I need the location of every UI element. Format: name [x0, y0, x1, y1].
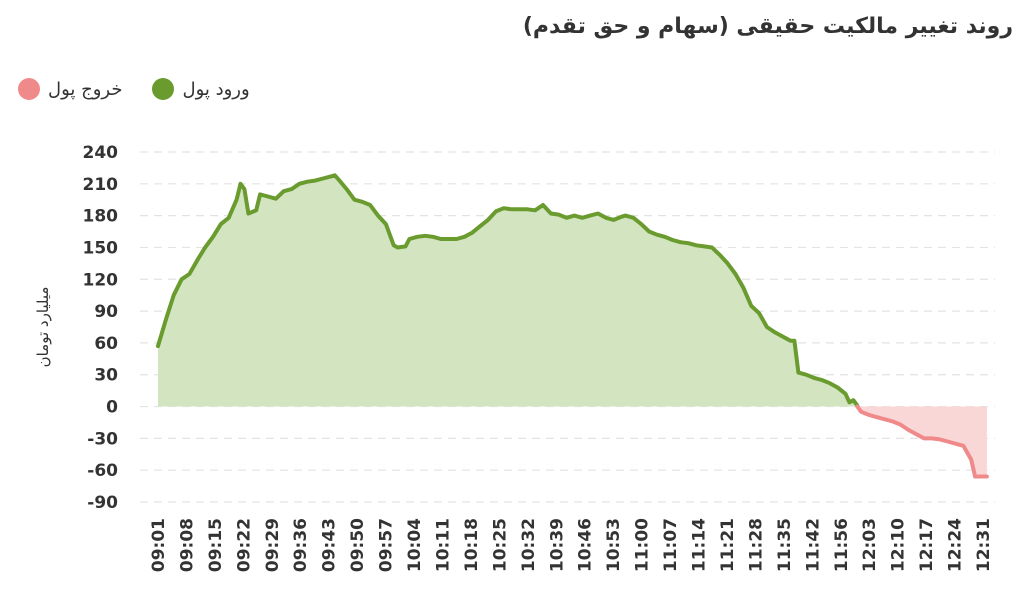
legend: خروج پول ورود پول	[18, 78, 250, 100]
x-tick-label: 10:39	[547, 518, 567, 572]
x-tick-label: 12:17	[917, 518, 937, 572]
y-tick-label: 0	[106, 398, 118, 418]
x-tick-label: 11:56	[832, 518, 852, 572]
x-tick-label: 09:15	[206, 518, 226, 572]
x-tick-label: 11:21	[718, 518, 738, 572]
legend-outflow-dot	[18, 78, 40, 100]
x-tick-label: 11:14	[690, 518, 710, 572]
y-tick-label: 150	[83, 238, 119, 258]
x-tick-label: 09:36	[291, 518, 311, 572]
y-tick-label: 240	[83, 143, 119, 163]
x-tick-label: 10:18	[462, 518, 482, 572]
x-tick-label: 12:31	[974, 518, 994, 572]
x-tick-label: 10:04	[405, 518, 425, 572]
x-tick-label: 09:22	[234, 518, 254, 572]
legend-inflow-dot	[152, 78, 175, 100]
y-tick-label: -30	[87, 429, 118, 449]
x-tick-label: 12:10	[889, 518, 909, 572]
x-tick-label: 12:24	[946, 518, 966, 572]
inflow-area	[158, 175, 858, 407]
legend-outflow-label: خروج پول	[48, 78, 123, 100]
x-tick-label: 09:57	[377, 518, 397, 572]
y-tick-label: -90	[87, 493, 118, 513]
x-tick-label: 11:00	[633, 518, 653, 572]
x-tick-label: 09:43	[320, 518, 340, 572]
y-tick-label: 120	[83, 270, 119, 290]
x-tick-label: 11:07	[661, 518, 681, 572]
y-axis-label: میلیارد تومان	[34, 287, 52, 368]
y-tick-label: -60	[87, 461, 118, 481]
legend-inflow-label: ورود پول	[182, 78, 250, 100]
x-tick-label: 10:11	[433, 518, 453, 572]
y-tick-label: 90	[94, 302, 118, 322]
x-tick-label: 10:32	[519, 518, 539, 572]
legend-item-outflow[interactable]: خروج پول	[18, 78, 122, 100]
y-tick-label: 30	[94, 366, 118, 386]
x-tick-label: 09:29	[263, 518, 283, 572]
x-tick-label: 10:25	[490, 518, 510, 572]
x-tick-label: 12:03	[860, 518, 880, 572]
legend-item-inflow[interactable]: ورود پول	[152, 78, 250, 100]
y-tick-label: 180	[83, 207, 119, 227]
chart-title: روند تغییر مالکیت حقیقی (سهام و حق تقدم)	[522, 14, 1013, 39]
x-tick-label: 10:46	[576, 518, 596, 572]
x-tick-label: 11:42	[803, 518, 823, 572]
x-tick-label: 11:35	[775, 518, 795, 572]
outflow-area	[857, 406, 987, 477]
x-tick-label: 10:53	[604, 518, 624, 572]
x-tick-label: 09:50	[348, 518, 368, 572]
y-tick-label: 60	[94, 334, 118, 354]
x-tick-label: 09:08	[177, 518, 197, 572]
y-tick-label: 210	[83, 175, 119, 195]
inflow-line	[156, 173, 860, 408]
outflow-line	[855, 404, 989, 479]
x-tick-label: 11:28	[746, 518, 766, 572]
x-tick-label: 09:01	[149, 518, 169, 572]
